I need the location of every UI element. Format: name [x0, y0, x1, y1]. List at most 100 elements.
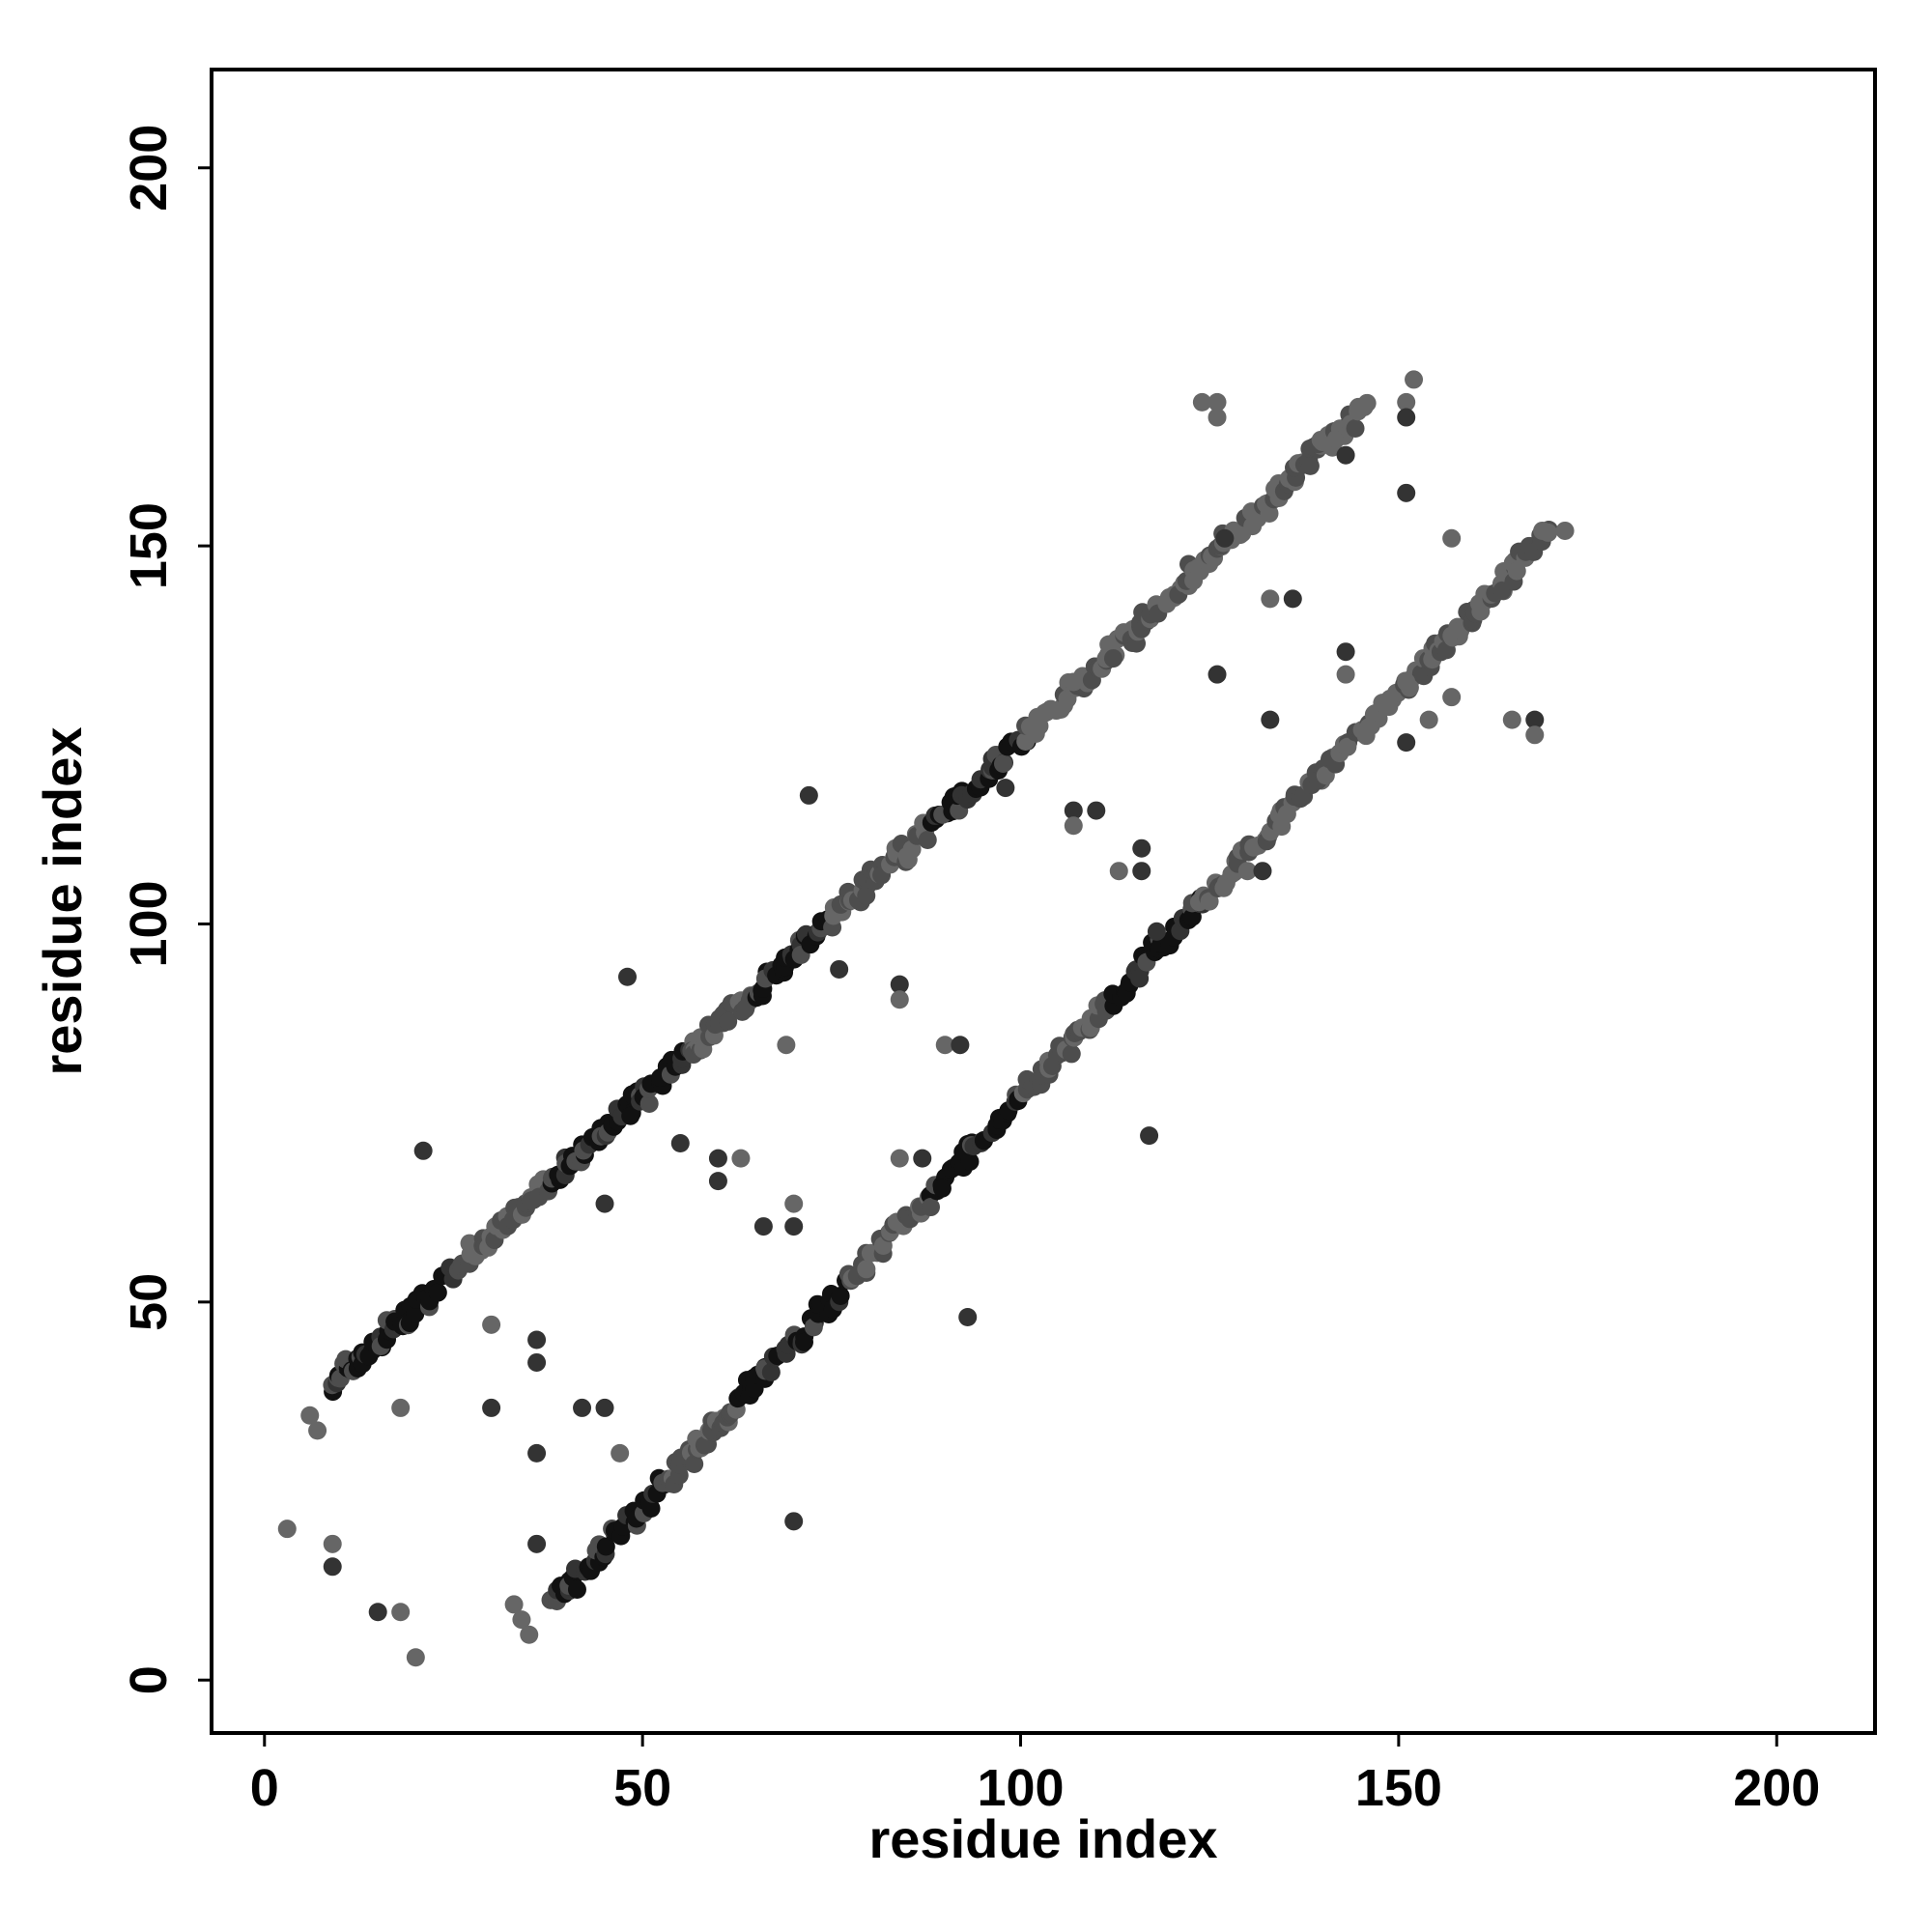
data-point [1533, 521, 1552, 540]
data-point [670, 1133, 690, 1152]
data-point [1507, 561, 1526, 581]
data-point [512, 1610, 531, 1630]
data-point [1200, 892, 1219, 911]
data-point [1555, 521, 1575, 540]
data-point [794, 1332, 813, 1351]
data-point [1132, 862, 1151, 881]
data-point [708, 1172, 727, 1191]
data-point [1208, 408, 1227, 427]
data-point [611, 1443, 630, 1463]
data-point [1064, 672, 1083, 692]
data-point [1214, 878, 1234, 897]
data-point [1130, 969, 1150, 988]
data-point [527, 1443, 547, 1463]
data-points [277, 370, 1575, 1667]
data-point [1208, 392, 1227, 412]
data-point [567, 1579, 586, 1599]
data-point [951, 1036, 970, 1055]
x-tick-label: 50 [613, 1759, 671, 1817]
data-point [1215, 528, 1235, 548]
data-point [1261, 710, 1280, 729]
data-point [1525, 710, 1545, 729]
data-point [1525, 725, 1545, 745]
data-point [857, 886, 876, 905]
data-point [527, 1534, 547, 1553]
data-point [1442, 528, 1462, 548]
data-point [1346, 418, 1365, 438]
x-axis: 0 50 100 150 200 [250, 1733, 1820, 1817]
data-point [1087, 801, 1106, 820]
data-point [761, 1363, 781, 1382]
data-point [918, 830, 937, 849]
x-axis-title: residue index [868, 1808, 1217, 1869]
data-point [641, 1499, 661, 1519]
y-axis: 0 50 100 150 200 [120, 125, 212, 1694]
data-point [1419, 710, 1438, 729]
data-point [695, 1435, 714, 1455]
y-tick-label: 200 [120, 125, 178, 212]
data-point [1442, 688, 1462, 707]
data-point [913, 1149, 932, 1168]
data-point [777, 1036, 796, 1055]
data-point [1336, 642, 1355, 662]
data-point [300, 1406, 320, 1425]
data-point [890, 1149, 909, 1168]
plot-frame [210, 68, 1877, 1735]
data-point [1064, 816, 1083, 836]
data-point [830, 959, 849, 979]
data-point [573, 1398, 592, 1417]
data-point [1300, 456, 1320, 475]
data-point [482, 1315, 501, 1334]
data-point [1109, 862, 1128, 881]
data-point [1103, 649, 1122, 668]
data-point [1132, 838, 1151, 858]
data-point [993, 754, 1012, 774]
data-point [1338, 737, 1357, 756]
data-point [1502, 710, 1521, 729]
data-point [1283, 589, 1302, 609]
data-point [595, 1398, 614, 1417]
data-point [277, 1520, 297, 1539]
data-point [831, 1287, 850, 1306]
y-tick-label: 100 [120, 880, 178, 967]
y-tick-label: 150 [120, 502, 178, 589]
data-point [1140, 1126, 1159, 1146]
data-point [527, 1330, 547, 1350]
data-point [1192, 392, 1211, 412]
data-point [996, 779, 1015, 798]
data-point [1357, 393, 1377, 412]
y-axis-title: residue index [32, 726, 93, 1075]
data-point [731, 1149, 751, 1168]
y-tick-label: 0 [120, 1665, 178, 1694]
data-point [932, 1179, 952, 1198]
data-point [1397, 392, 1416, 412]
data-point [708, 1149, 727, 1168]
data-point [482, 1398, 501, 1417]
x-tick-label: 100 [977, 1759, 1064, 1817]
data-point [1336, 445, 1355, 465]
data-point [1397, 672, 1416, 692]
data-point [595, 1194, 614, 1213]
data-point [413, 1141, 433, 1160]
data-point [935, 1036, 954, 1055]
data-point [368, 1603, 387, 1622]
data-point [719, 1011, 738, 1031]
data-point [1336, 665, 1355, 684]
data-point [323, 1557, 342, 1577]
data-point [308, 1421, 327, 1440]
data-point [1062, 1044, 1081, 1064]
data-point [922, 1198, 941, 1217]
data-point [391, 1603, 411, 1622]
data-point [784, 1217, 804, 1236]
data-point [958, 1308, 978, 1326]
data-point [784, 1194, 804, 1213]
data-point [960, 1151, 980, 1171]
data-point [504, 1595, 524, 1614]
data-point [1147, 922, 1166, 941]
data-point [1397, 408, 1416, 427]
data-point [406, 1304, 425, 1323]
data-point [1359, 718, 1378, 737]
data-point [1397, 733, 1416, 753]
data-point [596, 1537, 615, 1556]
